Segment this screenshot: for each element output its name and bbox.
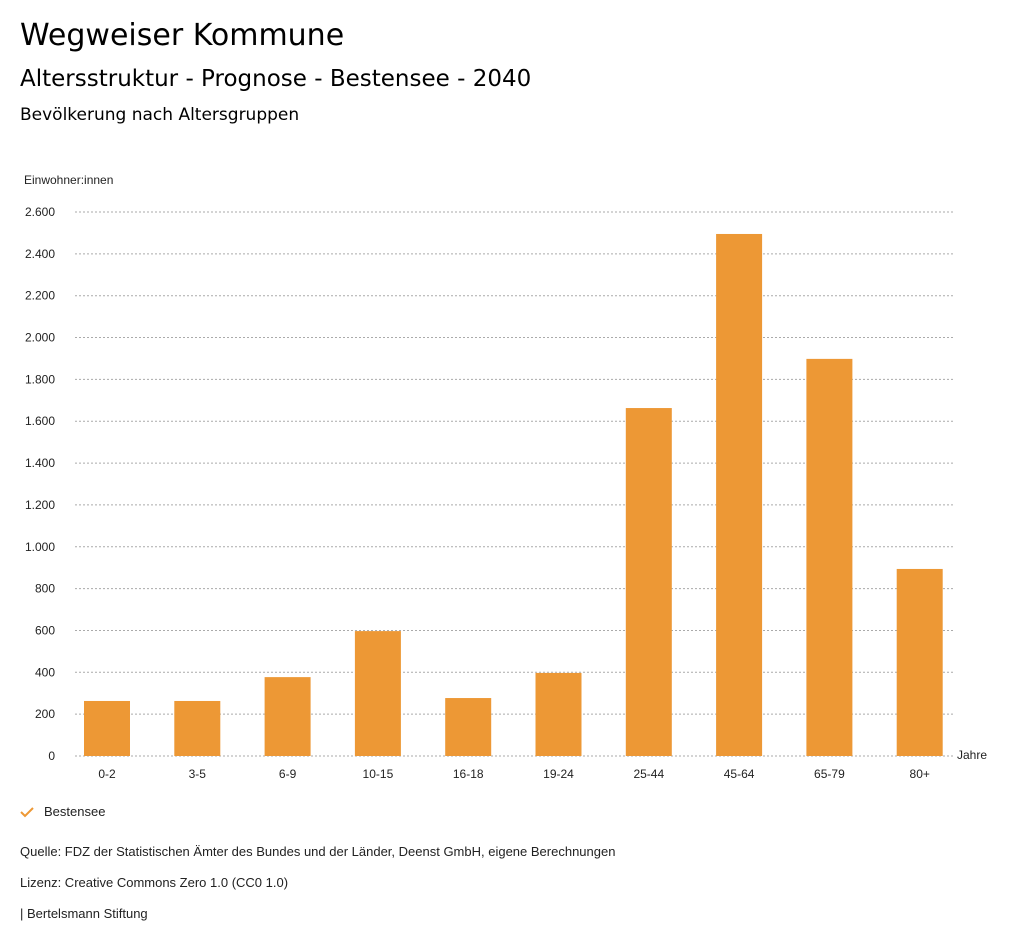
y-tick-label: 200 (35, 707, 55, 721)
x-tick-label: 10-15 (363, 767, 394, 781)
legend-label: Bestensee (44, 804, 106, 819)
source-text: Quelle: FDZ der Statistischen Ämter des … (20, 844, 616, 859)
bar-16-18[interactable] (445, 698, 492, 756)
x-axis-label: Jahre (957, 748, 987, 762)
page-subtitle: Altersstruktur - Prognose - Bestensee - … (20, 66, 532, 92)
x-tick-label: 25-44 (633, 767, 664, 781)
x-tick-label: 16-18 (453, 767, 484, 781)
x-tick-label: 65-79 (814, 767, 845, 781)
bar-6-9[interactable] (264, 677, 311, 756)
bar-10-15[interactable] (354, 631, 401, 756)
y-tick-label: 2.200 (25, 289, 55, 303)
y-tick-label: 2.400 (25, 247, 55, 261)
x-tick-label: 0-2 (98, 767, 116, 781)
bar-19-24[interactable] (535, 672, 582, 756)
y-axis-label: Einwohner:innen (24, 173, 113, 187)
check-icon (20, 806, 34, 817)
y-tick-label: 800 (35, 582, 55, 596)
app-title: Wegweiser Kommune (20, 18, 345, 53)
bar-0-2[interactable] (84, 700, 130, 756)
bar-80+[interactable] (896, 568, 943, 756)
y-tick-label: 2.000 (25, 331, 55, 345)
x-tick-label: 19-24 (543, 767, 574, 781)
bar-chart: Einwohner:innen Jahre 0 200 400 600 800 1.000… (24, 173, 987, 781)
y-tick-label: 1.000 (25, 540, 55, 554)
y-tick-label: 400 (35, 665, 55, 679)
y-tick-label: 1.200 (25, 498, 55, 512)
x-tick-label: 45-64 (724, 767, 755, 781)
chart-title: Bevölkerung nach Altersgruppen (20, 105, 300, 125)
x-tick-label: 3-5 (189, 767, 207, 781)
license-text: Lizenz: Creative Commons Zero 1.0 (CC0 1… (20, 875, 289, 890)
y-tick-label: 1.400 (25, 456, 55, 470)
y-tick-label: 0 (48, 749, 55, 763)
x-tick-label: 6-9 (279, 767, 297, 781)
bar-25-44[interactable] (625, 408, 672, 756)
bar-45-64[interactable] (716, 233, 763, 756)
legend-item-bestensee[interactable]: Bestensee (20, 804, 105, 819)
y-tick-label: 2.600 (25, 205, 55, 219)
y-tick-label: 1.600 (25, 414, 55, 428)
y-tick-label: 600 (35, 623, 55, 637)
y-tick-label: 1.800 (25, 372, 55, 386)
bar-65-79[interactable] (806, 358, 853, 756)
x-tick-label: 80+ (910, 767, 930, 781)
credit-text: | Bertelsmann Stiftung (20, 906, 148, 921)
bar-3-5[interactable] (174, 700, 221, 756)
